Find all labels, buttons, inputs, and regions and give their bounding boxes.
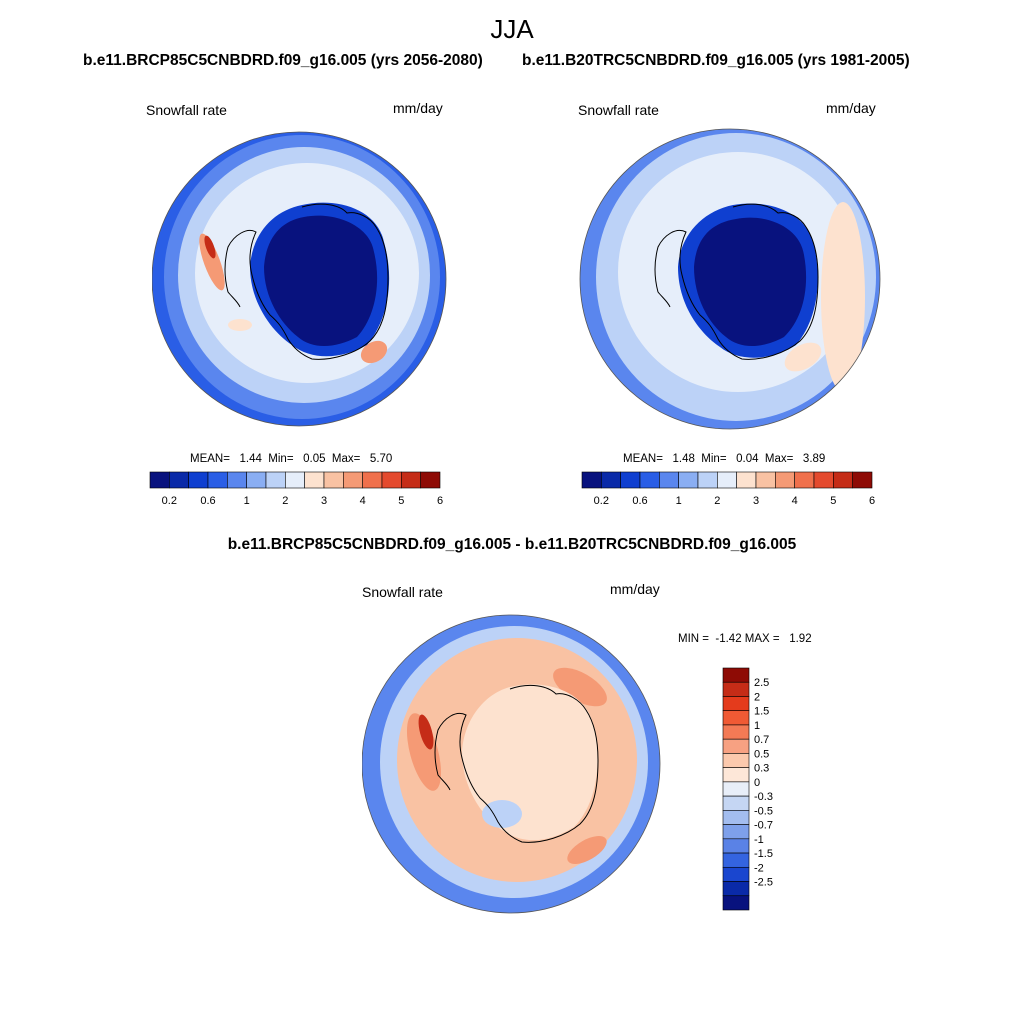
colorbar-swatch <box>639 471 660 489</box>
colorbar-swatch <box>581 471 602 489</box>
colorbar-swatch <box>227 471 247 489</box>
colorbar-tick-label: 0.2 <box>594 495 609 507</box>
colorbar-swatch <box>659 471 679 489</box>
colorbar-swatch <box>188 471 209 489</box>
colorbar-swatch <box>265 471 286 489</box>
colorbar-swatch <box>833 471 853 489</box>
colorbar-swatch <box>697 471 718 489</box>
colorbar-swatch <box>169 471 189 489</box>
colorbar-tick-label: 5 <box>830 495 836 507</box>
colorbar-tick-label: -0.5 <box>754 805 773 817</box>
colorbar-swatch <box>722 866 750 882</box>
panel-1-title: b.e11.BRCP85C5CNBDRD.f09_g16.005 (yrs 20… <box>83 52 483 69</box>
colorbar-swatch <box>601 471 621 489</box>
colorbar-tick-label: -0.7 <box>754 820 773 832</box>
colorbar-swatch <box>323 471 344 489</box>
colorbar-tick-label: 1.5 <box>754 706 769 718</box>
colorbar-swatch <box>207 471 228 489</box>
colorbar-swatch <box>420 471 441 489</box>
colorbar-swatch <box>304 471 325 489</box>
colorbar-tick-label: 0.6 <box>632 495 647 507</box>
colorbar-tick-label: 2 <box>754 691 760 703</box>
colorbar-tick-label: 5 <box>398 495 404 507</box>
colorbar-swatch <box>722 824 750 840</box>
map-panel-1 <box>152 131 447 427</box>
colorbar-swatch <box>381 471 402 489</box>
colorbar-swatch <box>736 471 757 489</box>
colorbar-swatch <box>755 471 776 489</box>
antarctica-coastline <box>224 203 389 360</box>
colorbar-swatch <box>794 471 815 489</box>
colorbar-swatch <box>722 852 750 868</box>
colorbar-swatch <box>722 895 750 911</box>
colorbar-panel-2: 0.2 0.6 1 2 3 4 5 6 <box>581 471 875 507</box>
colorbar-tick-label: -1.5 <box>754 848 773 860</box>
colorbar-tick-label: -0.3 <box>754 791 773 803</box>
colorbar-tick-label: 0.5 <box>754 748 769 760</box>
colorbar-swatch <box>401 471 421 489</box>
colorbar-swatch <box>717 471 737 489</box>
colorbar-swatch <box>813 471 834 489</box>
colorbar-swatch <box>722 710 750 726</box>
colorbar-panel-3: 2.5 2 1.5 1 0.7 0.5 0.3 0 -0.3 -0.5 -0.7 -1 -1.5 -2 -2… <box>722 667 773 911</box>
colorbar-swatch <box>722 696 750 712</box>
colorbar-tick-label: 3 <box>321 495 327 507</box>
colorbar-tick-label: 4 <box>792 495 798 507</box>
colorbar-tick-label: 6 <box>437 495 443 507</box>
colorbar-tick-label: 0.2 <box>162 495 177 507</box>
colorbar-swatch <box>246 471 267 489</box>
colorbar-swatch <box>722 795 750 811</box>
colorbar-tick-label: 4 <box>360 495 366 507</box>
panel-2-stats: MEAN= 1.48 Min= 0.04 Max= 3.89 <box>623 453 826 465</box>
colorbar-swatch <box>620 471 641 489</box>
colorbar-tick-label: -1 <box>754 834 764 846</box>
colorbar-swatch <box>722 881 750 897</box>
map-panel-3 <box>362 614 661 914</box>
colorbar-tick-label: 0.6 <box>200 495 215 507</box>
panel-3-stats: MIN = -1.42 MAX = 1.92 <box>678 633 812 645</box>
panel-3-title: b.e11.BRCP85C5CNBDRD.f09_g16.005 - b.e11… <box>227 536 797 553</box>
colorbar-panel-1: 0.2 0.6 1 2 3 4 5 6 <box>149 471 443 507</box>
colorbar-swatch <box>362 471 383 489</box>
colorbar-swatch <box>343 471 363 489</box>
colorbar-tick-label: 0.3 <box>754 763 769 775</box>
colorbar-swatch <box>722 738 750 754</box>
colorbar-tick-label: 0 <box>754 777 760 789</box>
panel-1-units-label: mm/day <box>393 100 443 116</box>
colorbar-swatch <box>722 838 750 854</box>
colorbar-swatch <box>775 471 795 489</box>
colorbar-tick-label: -2 <box>754 862 764 874</box>
colorbar-tick-label: 6 <box>869 495 875 507</box>
panel-1-variable-label: Snowfall rate <box>146 102 227 118</box>
colorbar-tick-label: 3 <box>753 495 759 507</box>
colorbar-tick-label: 2 <box>282 495 288 507</box>
panel-3-units-label: mm/day <box>610 581 660 597</box>
panel-2-units-label: mm/day <box>826 100 876 116</box>
colorbar-tick-label: 1 <box>244 495 250 507</box>
panel-2-variable-label: Snowfall rate <box>578 102 659 118</box>
colorbar-swatch <box>722 810 750 825</box>
colorbar-swatch <box>722 767 750 783</box>
panel-3-variable-label: Snowfall rate <box>362 584 443 600</box>
colorbar-swatch <box>722 781 750 797</box>
figure-title: JJA <box>490 14 534 44</box>
colorbar-swatch <box>678 471 699 489</box>
colorbar-tick-label: 2 <box>714 495 720 507</box>
colorbar-tick-label: -2.5 <box>754 877 773 889</box>
colorbar-tick-label: 0.7 <box>754 734 769 746</box>
colorbar-tick-label: 1 <box>754 720 760 732</box>
map-panel-2 <box>579 128 881 430</box>
colorbar-swatch <box>722 667 750 683</box>
panel-1-stats: MEAN= 1.44 Min= 0.05 Max= 5.70 <box>190 453 393 465</box>
colorbar-swatch <box>722 681 750 697</box>
colorbar-swatch <box>285 471 305 489</box>
panel-2-title: b.e11.B20TRC5CNBDRD.f09_g16.005 (yrs 198… <box>522 52 910 69</box>
colorbar-tick-label: 2.5 <box>754 677 769 689</box>
colorbar-swatch <box>722 753 750 768</box>
colorbar-swatch <box>852 471 873 489</box>
colorbar-tick-label: 1 <box>676 495 682 507</box>
colorbar-swatch <box>722 724 750 740</box>
colorbar-swatch <box>149 471 170 489</box>
